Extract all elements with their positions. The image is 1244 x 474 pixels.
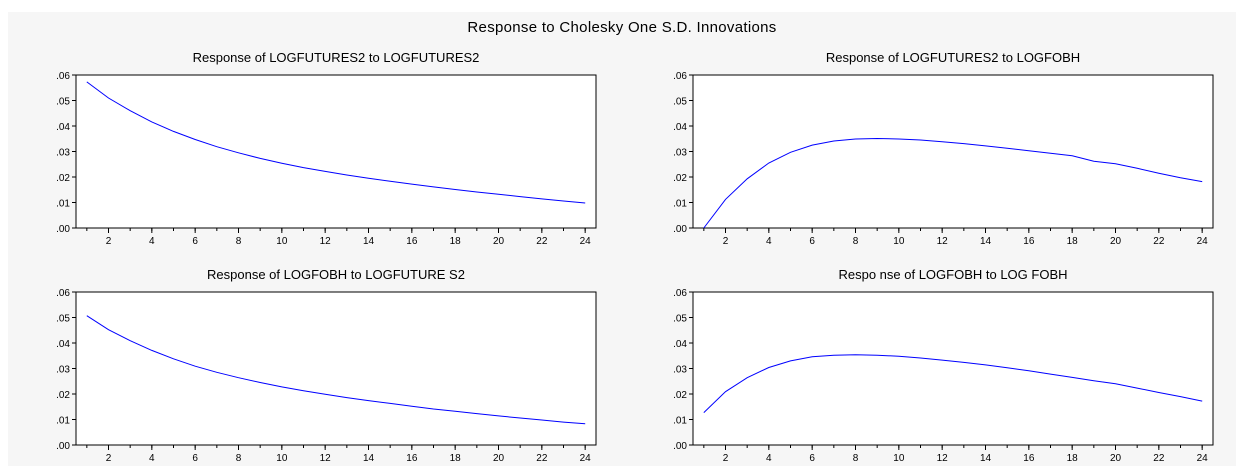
chart-4-y-tick-label: .03 bbox=[673, 365, 687, 376]
chart-1-y-tick-label: .03 bbox=[56, 148, 70, 159]
chart-1-title: Response of LOGFUTURES2 to LOGFUTURES2 bbox=[193, 50, 480, 65]
chart-1-x-tick-label: 20 bbox=[493, 236, 505, 247]
chart-3-y-tick-label: .01 bbox=[56, 416, 70, 427]
chart-2-series-line bbox=[703, 137, 1203, 229]
chart-1-x-tick-label: 12 bbox=[320, 236, 332, 247]
chart-4-x-tick-label: 8 bbox=[853, 453, 859, 464]
chart-1-x-tick-label: 18 bbox=[450, 236, 462, 247]
chart-3-x-tick-label: 20 bbox=[493, 453, 505, 464]
chart-3-x-tick-label: 16 bbox=[406, 453, 418, 464]
chart-4-x-tick-label: 22 bbox=[1153, 453, 1165, 464]
chart-2-y-tick-label: .00 bbox=[673, 224, 687, 235]
chart-4-x-tick-label: 18 bbox=[1067, 453, 1079, 464]
chart-1-y-tick-label: .05 bbox=[56, 97, 70, 108]
chart-2-y-tick-label: .04 bbox=[673, 122, 687, 133]
chart-3-y-tick-label: .02 bbox=[56, 390, 70, 401]
chart-3-x-tick-label: 24 bbox=[580, 453, 592, 464]
chart-2-x-tick-label: 4 bbox=[766, 236, 772, 247]
chart-4-x-tick-label: 14 bbox=[980, 453, 992, 464]
chart-4-y-tick-label: .04 bbox=[673, 339, 687, 350]
chart-1-x-tick-label: 4 bbox=[149, 236, 155, 247]
chart-2-x-tick-label: 2 bbox=[723, 236, 729, 247]
chart-3-plot-area bbox=[75, 291, 597, 446]
chart-3-x-tick-label: 18 bbox=[450, 453, 462, 464]
chart-4-x-tick-label: 10 bbox=[893, 453, 905, 464]
chart-4-y-tick-label: .01 bbox=[673, 416, 687, 427]
chart-4-x-tick-label: 2 bbox=[723, 453, 729, 464]
chart-3-x-tick-label: 10 bbox=[276, 453, 288, 464]
chart-4-plot-area bbox=[692, 291, 1214, 446]
chart-1-y-tick-label: .06 bbox=[56, 71, 70, 82]
chart-1-x-tick-label: 6 bbox=[192, 236, 198, 247]
chart-2-x-tick-label: 14 bbox=[980, 236, 992, 247]
chart-2-title: Response of LOGFUTURES2 to LOGFOBH bbox=[826, 50, 1080, 65]
chart-3-x-tick-label: 4 bbox=[149, 453, 155, 464]
chart-1-x-tick-label: 16 bbox=[406, 236, 418, 247]
chart-2-x-tick-label: 24 bbox=[1197, 236, 1209, 247]
chart-4-x-tick-label: 12 bbox=[937, 453, 949, 464]
chart-3-x-tick-label: 14 bbox=[363, 453, 375, 464]
chart-1-x-tick-label: 2 bbox=[106, 236, 112, 247]
chart-3-x-tick-label: 12 bbox=[320, 453, 332, 464]
chart-4-x-tick-label: 16 bbox=[1023, 453, 1035, 464]
chart-3-series-line bbox=[86, 315, 586, 425]
chart-2-plot-area bbox=[692, 74, 1214, 229]
chart-3-x-tick-label: 6 bbox=[192, 453, 198, 464]
chart-3-y-tick-label: .05 bbox=[56, 314, 70, 325]
chart-1-x-tick-label: 14 bbox=[363, 236, 375, 247]
chart-1-x-tick-label: 24 bbox=[580, 236, 592, 247]
chart-4-series-line bbox=[703, 354, 1203, 413]
chart-4-y-tick-label: .02 bbox=[673, 390, 687, 401]
chart-2-x-tick-label: 22 bbox=[1153, 236, 1165, 247]
chart-3-y-tick-label: .00 bbox=[56, 441, 70, 452]
chart-2-y-tick-label: .06 bbox=[673, 71, 687, 82]
chart-1-y-tick-label: .04 bbox=[56, 122, 70, 133]
chart-2-x-tick-label: 20 bbox=[1110, 236, 1122, 247]
chart-2-y-tick-label: .02 bbox=[673, 173, 687, 184]
chart-4-x-tick-label: 24 bbox=[1197, 453, 1209, 464]
chart-1-y-tick-label: .00 bbox=[56, 224, 70, 235]
chart-1-y-tick-label: .01 bbox=[56, 199, 70, 210]
figure-title: Response to Cholesky One S.D. Innovation… bbox=[467, 19, 777, 36]
chart-3-y-tick-label: .04 bbox=[56, 339, 70, 350]
chart-3-x-tick-label: 22 bbox=[536, 453, 548, 464]
chart-3-x-tick-label: 8 bbox=[236, 453, 242, 464]
chart-4-title: Respo nse of LOGFOBH to LOG FOBH bbox=[838, 267, 1067, 282]
chart-2-x-tick-label: 16 bbox=[1023, 236, 1035, 247]
chart-2-x-tick-label: 10 bbox=[893, 236, 905, 247]
chart-4-x-tick-label: 6 bbox=[809, 453, 815, 464]
chart-4-y-tick-label: .05 bbox=[673, 314, 687, 325]
chart-4-y-tick-label: .06 bbox=[673, 288, 687, 299]
chart-3-y-tick-label: .06 bbox=[56, 288, 70, 299]
chart-2-x-tick-label: 12 bbox=[937, 236, 949, 247]
chart-1-x-tick-label: 10 bbox=[276, 236, 288, 247]
chart-1-series-line bbox=[86, 81, 586, 204]
chart-4-y-tick-label: .00 bbox=[673, 441, 687, 452]
chart-2-y-tick-label: .01 bbox=[673, 199, 687, 210]
chart-2-y-tick-label: .03 bbox=[673, 148, 687, 159]
chart-3-x-tick-label: 2 bbox=[106, 453, 112, 464]
chart-1-plot-area bbox=[75, 74, 597, 229]
chart-4-x-tick-label: 4 bbox=[766, 453, 772, 464]
chart-2-x-tick-label: 18 bbox=[1067, 236, 1079, 247]
chart-2-y-tick-label: .05 bbox=[673, 97, 687, 108]
chart-4-x-tick-label: 20 bbox=[1110, 453, 1122, 464]
chart-1-x-tick-label: 8 bbox=[236, 236, 242, 247]
chart-1-x-tick-label: 22 bbox=[536, 236, 548, 247]
chart-2-x-tick-label: 6 bbox=[809, 236, 815, 247]
chart-3-y-tick-label: .03 bbox=[56, 365, 70, 376]
chart-3-title: Response of LOGFOBH to LOGFUTURE S2 bbox=[207, 267, 465, 282]
chart-2-x-tick-label: 8 bbox=[853, 236, 859, 247]
chart-1-y-tick-label: .02 bbox=[56, 173, 70, 184]
